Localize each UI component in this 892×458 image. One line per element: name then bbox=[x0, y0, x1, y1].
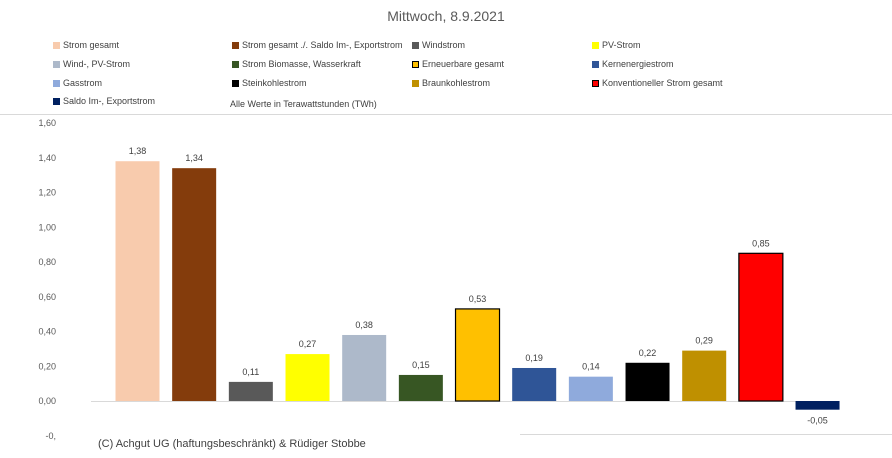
legend-item: Strom gesamt bbox=[53, 39, 119, 51]
legend-item: Strom Biomasse, Wasserkraft bbox=[232, 58, 361, 70]
legend-label: Strom Biomasse, Wasserkraft bbox=[242, 59, 361, 69]
legend-label: Gasstrom bbox=[63, 78, 103, 88]
data-label: 0,27 bbox=[299, 339, 317, 349]
data-label: 0,19 bbox=[525, 353, 543, 363]
y-tick-label: 1,40 bbox=[38, 153, 56, 163]
legend-item: Saldo Im-, Exportstrom bbox=[53, 95, 155, 107]
legend-swatch bbox=[53, 41, 60, 49]
y-tick-label: -0, bbox=[45, 431, 56, 441]
data-label: 0,29 bbox=[695, 336, 713, 346]
bar bbox=[568, 376, 613, 401]
legend-swatch bbox=[412, 79, 419, 87]
legend-label: Erneuerbare gesamt bbox=[422, 59, 505, 69]
legend-swatch bbox=[53, 97, 60, 105]
bar bbox=[625, 362, 670, 401]
legend-label: Kernenergiestrom bbox=[602, 59, 674, 69]
legend-item: Konventioneller Strom gesamt bbox=[592, 77, 723, 89]
y-tick-label: 1,60 bbox=[38, 118, 56, 128]
data-label: -0,05 bbox=[807, 416, 828, 426]
bar bbox=[512, 367, 557, 401]
data-label: 0,53 bbox=[469, 294, 487, 304]
bar bbox=[228, 381, 273, 401]
legend-swatch bbox=[592, 60, 599, 68]
y-tick-label: 1,20 bbox=[38, 188, 56, 198]
legend-item: Steinkohlestrom bbox=[232, 77, 307, 89]
data-label: 0,14 bbox=[582, 362, 600, 372]
legend-item: Gasstrom bbox=[53, 77, 102, 89]
data-label: 0,22 bbox=[639, 348, 657, 358]
chart-title: Mittwoch, 8.9.2021 bbox=[387, 8, 505, 24]
legend-item: Erneuerbare gesamt bbox=[412, 58, 504, 70]
legend-label: Saldo Im-, Exportstrom bbox=[63, 96, 156, 106]
legend-item: Strom gesamt ./. Saldo Im-, Exportstrom bbox=[232, 39, 403, 51]
legend-swatch bbox=[412, 41, 419, 49]
y-tick-label: 0,40 bbox=[38, 327, 56, 337]
legend-swatch bbox=[232, 60, 239, 68]
y-tick-label: 0,00 bbox=[38, 396, 56, 406]
legend-label: Braunkohlestrom bbox=[422, 78, 491, 88]
legend-swatch bbox=[592, 41, 599, 49]
legend-swatch bbox=[53, 60, 60, 68]
legend-label: Strom gesamt bbox=[63, 40, 120, 50]
legend-swatch bbox=[232, 41, 239, 49]
bar bbox=[682, 350, 727, 401]
y-tick-label: 1,00 bbox=[38, 222, 56, 232]
y-tick-label: 0,80 bbox=[38, 257, 56, 267]
legend-item: Kernenergiestrom bbox=[592, 58, 674, 70]
data-label: 1,34 bbox=[185, 153, 203, 163]
y-tick-label: 0,60 bbox=[38, 292, 56, 302]
bar bbox=[795, 401, 840, 410]
bar bbox=[454, 308, 501, 402]
legend-swatch bbox=[412, 60, 419, 68]
bar bbox=[285, 354, 330, 401]
legend-label: Wind-, PV-Strom bbox=[63, 59, 131, 69]
data-label: 0,11 bbox=[242, 367, 259, 377]
data-label: 1,38 bbox=[129, 146, 147, 156]
bar bbox=[342, 334, 387, 401]
bar bbox=[172, 168, 217, 401]
legend-swatch bbox=[53, 79, 60, 87]
legend-label: Windstrom bbox=[422, 40, 466, 50]
legend-label: Konventioneller Strom gesamt bbox=[602, 78, 723, 88]
legend-item: Braunkohlestrom bbox=[412, 77, 490, 89]
data-label: 0,15 bbox=[412, 360, 430, 370]
data-label: 0,38 bbox=[355, 320, 373, 330]
legend-label: Steinkohlestrom bbox=[242, 78, 307, 88]
y-tick-label: 0,20 bbox=[38, 361, 56, 371]
bar bbox=[738, 252, 784, 402]
copyright-notice: (C) Achgut UG (haftungsbeschränkt) & Rüd… bbox=[98, 438, 366, 450]
bar bbox=[115, 161, 160, 401]
legend-label: Strom gesamt ./. Saldo Im-, Exportstrom bbox=[242, 40, 403, 50]
legend-swatch bbox=[232, 79, 239, 87]
data-label: 0,85 bbox=[752, 238, 770, 248]
legend-item: PV-Strom bbox=[592, 39, 641, 51]
legend-label: PV-Strom bbox=[602, 40, 641, 50]
unit-note: Alle Werte in Terawattstunden (TWh) bbox=[230, 99, 377, 109]
bar bbox=[398, 374, 443, 401]
legend-item: Windstrom bbox=[412, 39, 465, 51]
legend-item: Wind-, PV-Strom bbox=[53, 58, 130, 70]
legend-swatch bbox=[592, 79, 599, 87]
